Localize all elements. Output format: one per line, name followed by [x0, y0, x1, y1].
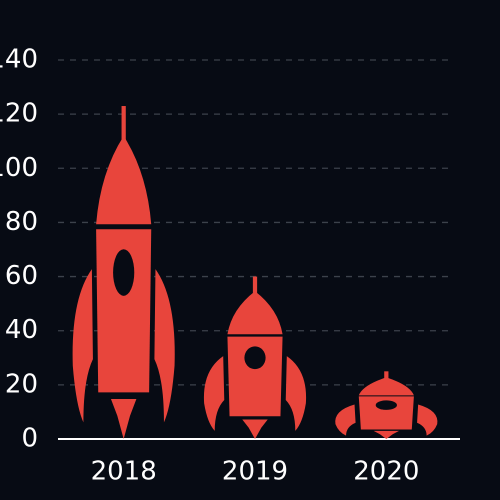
y-tick-label: 100 [0, 153, 38, 183]
rocket-part [96, 229, 152, 393]
rocket-fin [335, 404, 356, 436]
rocket-window [244, 346, 266, 370]
rocket-nose [227, 291, 283, 335]
x-tick-label: 2018 [91, 457, 157, 487]
rocket-part [227, 336, 283, 417]
y-tick-label: 140 [0, 45, 38, 75]
y-tick-label: 20 [5, 369, 38, 399]
y-tick-label: 60 [5, 261, 38, 291]
rocket-nose [358, 377, 414, 396]
rocket-part [121, 106, 126, 143]
rocket-fin [154, 269, 175, 423]
rocket-fin [72, 269, 93, 423]
rocket-part [252, 276, 258, 295]
y-tick-label: 0 [21, 424, 38, 454]
y-tick-label: 40 [5, 315, 38, 345]
rocket-part [242, 419, 268, 439]
rocket-part [384, 371, 389, 379]
rocket-window [113, 249, 135, 296]
y-tick-label: 80 [5, 207, 38, 237]
rocket-part [110, 399, 137, 439]
rocket [203, 276, 307, 439]
rocket-part [373, 430, 400, 439]
rocket-fin [417, 404, 438, 436]
rocket-window [375, 400, 397, 410]
rocket-fin [203, 356, 225, 431]
y-tick-label: 120 [0, 99, 38, 129]
x-tick-label: 2019 [222, 457, 288, 487]
x-tick-label: 2020 [353, 457, 419, 487]
rocket-part [358, 396, 414, 430]
rocket [335, 371, 438, 439]
rocket [72, 106, 175, 439]
rocket-nose [96, 135, 152, 225]
rocket-fin [285, 356, 307, 431]
